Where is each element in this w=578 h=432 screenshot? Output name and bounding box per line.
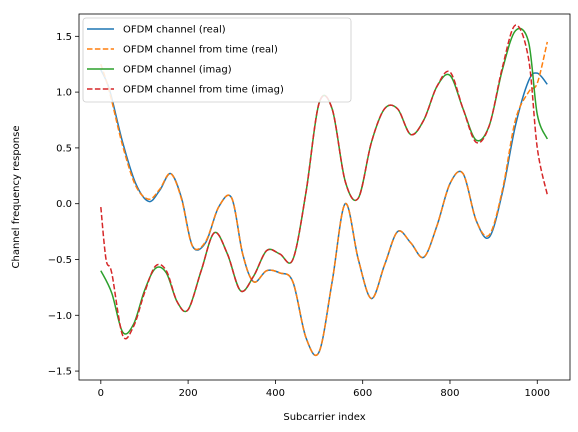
x-tick-label: 200 (179, 388, 198, 399)
y-tick-label: −1.0 (48, 311, 72, 322)
series-layer (100, 24, 549, 357)
x-tick-label: 0 (98, 388, 104, 399)
y-tick-label: 1.5 (56, 32, 72, 43)
legend-box (82, 17, 352, 103)
y-tick-label: −0.5 (48, 255, 72, 266)
legend: OFDM channel (real) OFDM channel from tim… (82, 17, 352, 103)
y-axis-label: Channel frequency response (11, 126, 22, 269)
series-line-2 (100, 41, 549, 357)
y-tick-label: −1.5 (48, 367, 72, 378)
y-tick-label: 0.5 (56, 143, 72, 154)
legend-label-1: OFDM channel (real) (123, 25, 226, 36)
y-tick-label: 1.0 (56, 88, 72, 99)
legend-label-4: OFDM channel from time (imag) (123, 85, 284, 96)
legend-label-2: OFDM channel from time (real) (123, 45, 278, 56)
x-tick-label: 600 (353, 388, 372, 399)
y-axis-ticks: −1.5 −1.0 −0.5 0.0 0.5 1.0 1.5 (48, 32, 79, 378)
x-tick-label: 800 (440, 388, 459, 399)
series-line-4 (100, 24, 549, 340)
x-axis-label: Subcarrier index (283, 412, 365, 423)
y-tick-label: 0.0 (56, 199, 72, 210)
plot-frame (78, 13, 571, 381)
x-axis-ticks: 0 200 400 600 800 1000 (98, 380, 550, 399)
legend-label-3: OFDM channel (imag) (123, 65, 232, 76)
x-tick-label: 400 (266, 388, 285, 399)
x-tick-label: 1000 (525, 388, 550, 399)
